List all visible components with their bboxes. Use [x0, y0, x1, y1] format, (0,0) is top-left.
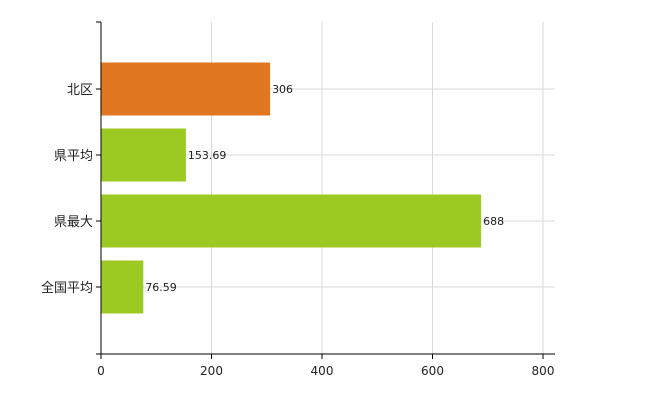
x-tick-label: 0	[97, 364, 105, 378]
x-tick-label: 200	[200, 364, 223, 378]
bar	[101, 128, 186, 182]
bar	[101, 62, 271, 116]
category-label: 北区	[67, 83, 93, 98]
bar	[101, 194, 482, 248]
x-tick-label: 600	[421, 364, 444, 378]
data-label: 76.59	[145, 281, 177, 294]
x-tick-label: 400	[311, 364, 334, 378]
category-label: 全国平均	[41, 280, 93, 296]
data-label: 688	[483, 215, 504, 228]
x-tick-label: 800	[532, 364, 555, 378]
category-label: 県最大	[54, 215, 93, 230]
bars	[101, 62, 482, 314]
data-label: 306	[272, 83, 293, 96]
data-label: 153.69	[188, 149, 227, 162]
axes	[96, 21, 555, 359]
bar	[101, 260, 144, 314]
category-label: 県平均	[54, 149, 93, 164]
